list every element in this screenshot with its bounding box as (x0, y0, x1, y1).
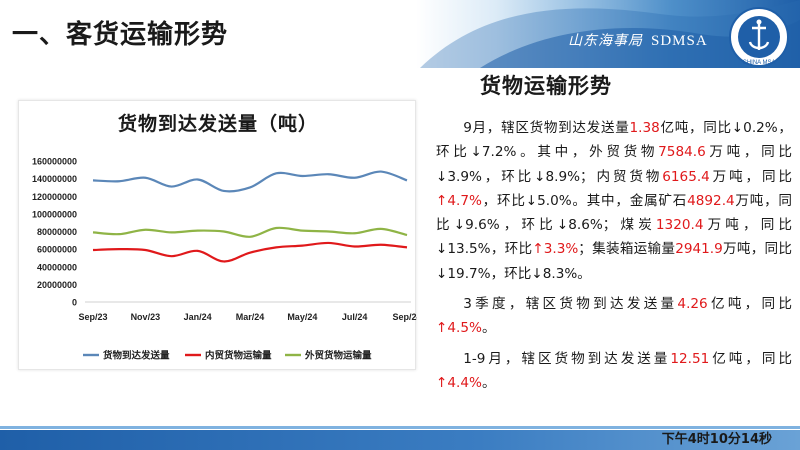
x-tick-label: Sep/23 (78, 312, 107, 322)
text-run: 3季度，辖区货物到达发送量 (463, 296, 678, 313)
brand-en: SDMSA (651, 33, 708, 49)
y-tick-label: 160000000 (32, 157, 77, 167)
text-run: 万吨，同比 (703, 217, 792, 234)
highlight-value: ↓7.2% (470, 144, 517, 161)
paragraph: 9月，辖区货物到达发送量1.38亿吨，同比↓0.2%，环比↓7.2%。其中，外贸… (436, 116, 792, 286)
text-run: 。 (577, 265, 591, 282)
brand-cn: 山东海事局 (568, 33, 643, 49)
x-tick-label: Nov/23 (131, 312, 161, 322)
text-run: 万吨，同比 (436, 192, 793, 234)
paragraph: 3季度，辖区货物到达发送量4.26亿吨，同比 ↑4.5%。 (436, 292, 792, 341)
text-run: 万吨，同比 (709, 168, 793, 185)
highlight-value: ↑3.3% (532, 241, 579, 258)
y-tick-label: 140000000 (32, 174, 77, 184)
highlight-value: ↓3.9% (436, 168, 482, 185)
paragraph: 1-9月，辖区货物到达发送量12.51亿吨，同比 ↑4.4%。 (436, 347, 792, 396)
highlight-value: ↓0.2% (731, 120, 778, 136)
highlight-value: ↑4.7% (436, 192, 482, 209)
series-line-2 (92, 226, 408, 238)
highlight-value: 4.26 (677, 296, 708, 313)
text-run: ，环比 (436, 120, 793, 161)
text-run: 1-9月，辖区货物到达发送量 (463, 350, 671, 367)
text-run: ，环比 (481, 192, 526, 209)
text-run: 。 (481, 374, 496, 391)
y-tick-label: 100000000 (32, 209, 77, 219)
text-run: ；集装箱运输量 (578, 241, 676, 258)
brand-text: 山东海事局 SDMSA (568, 30, 708, 50)
highlight-value: ↓8.9% (534, 168, 581, 185)
text-run: 万吨，同比 (722, 241, 792, 258)
bottom-bar (0, 426, 800, 450)
series-line-0 (92, 170, 408, 193)
x-tick-label: Sep/24 (392, 312, 417, 322)
y-tick-label: 20000000 (37, 280, 77, 290)
text-run: ；内贸货物 (580, 168, 663, 185)
text-run: ，环比 (481, 168, 535, 185)
highlight-value: ↓13.5% (436, 241, 491, 258)
wave-decoration (420, 0, 800, 68)
highlight-value: ↑4.4% (436, 374, 482, 391)
text-run: 9月，辖区货物到达发送量 (463, 120, 630, 136)
highlight-value: 4892.4 (687, 192, 735, 209)
legend-label: 内贸货物运输量 (205, 350, 272, 362)
y-tick-label: 40000000 (37, 262, 77, 272)
y-tick-label: 60000000 (37, 245, 77, 255)
legend-label: 货物到达发送量 (102, 350, 170, 362)
text-run: 亿吨，同比 (709, 350, 793, 367)
msa-logo-icon: CHINA MSA (729, 7, 789, 67)
y-tick-label: 120000000 (32, 192, 77, 202)
text-run: 。 (481, 320, 496, 337)
text-run: 。其中，金属矿石 (571, 192, 688, 209)
x-tick-label: Mar/24 (236, 312, 265, 322)
y-tick-label: 0 (72, 298, 77, 308)
chart-title: 货物到达发送量（吨） (117, 113, 318, 135)
highlight-value: ↓8.6% (556, 217, 603, 234)
text-run: 亿吨，同比 (707, 296, 792, 313)
text-run: ，环比 (490, 241, 533, 258)
text-run: ，环比 (499, 217, 557, 234)
logo-text: CHINA MSA (742, 60, 775, 66)
highlight-value: 2941.9 (675, 241, 723, 258)
analysis-text: 9月，辖区货物到达发送量1.38亿吨，同比↓0.2%，环比↓7.2%。其中，外贸… (436, 116, 792, 401)
highlight-value: 12.51 (670, 350, 710, 367)
text-run: 。其中，外贸货物 (516, 144, 659, 161)
line-chart: 0 20000000 40000000 60000000 80000000 1000000… (32, 157, 417, 362)
x-tick-label: May/24 (287, 312, 317, 322)
highlight-value: 1.38 (629, 120, 660, 136)
x-tick-label: Jan/24 (184, 312, 212, 322)
clock-time: 下午4时10分14秒 (661, 432, 772, 447)
text-run: 亿吨，同比 (659, 120, 732, 136)
text-run: ；煤炭 (602, 217, 656, 234)
series-line-1 (92, 241, 408, 263)
y-tick-label: 80000000 (37, 227, 77, 237)
header-band: 一、客货运输形势 山东海事局 SDMSA CHINA MSA (0, 0, 800, 68)
page-title: 一、客货运输形势 (12, 20, 229, 50)
text-run: ，环比 (490, 265, 532, 282)
highlight-value: 7584.6 (658, 144, 706, 161)
highlight-value: ↓9.6% (453, 217, 500, 234)
highlight-value: ↓19.7% (436, 265, 491, 282)
legend-label: 外贸货物运输量 (304, 350, 372, 362)
highlight-value: 1320.4 (655, 217, 704, 234)
text-run: 万吨，同比 (705, 144, 793, 161)
highlight-value: ↓8.3% (531, 265, 578, 282)
highlight-value: ↑4.5% (436, 320, 482, 337)
highlight-value: ↓5.0% (525, 192, 572, 209)
x-tick-label: Jul/24 (342, 312, 368, 322)
highlight-value: 6165.4 (662, 168, 710, 185)
section-title: 货物运输形势 (480, 74, 612, 98)
chart-card: 货物到达发送量（吨） 0 20000000 40000000 60000000 8000… (18, 100, 417, 370)
